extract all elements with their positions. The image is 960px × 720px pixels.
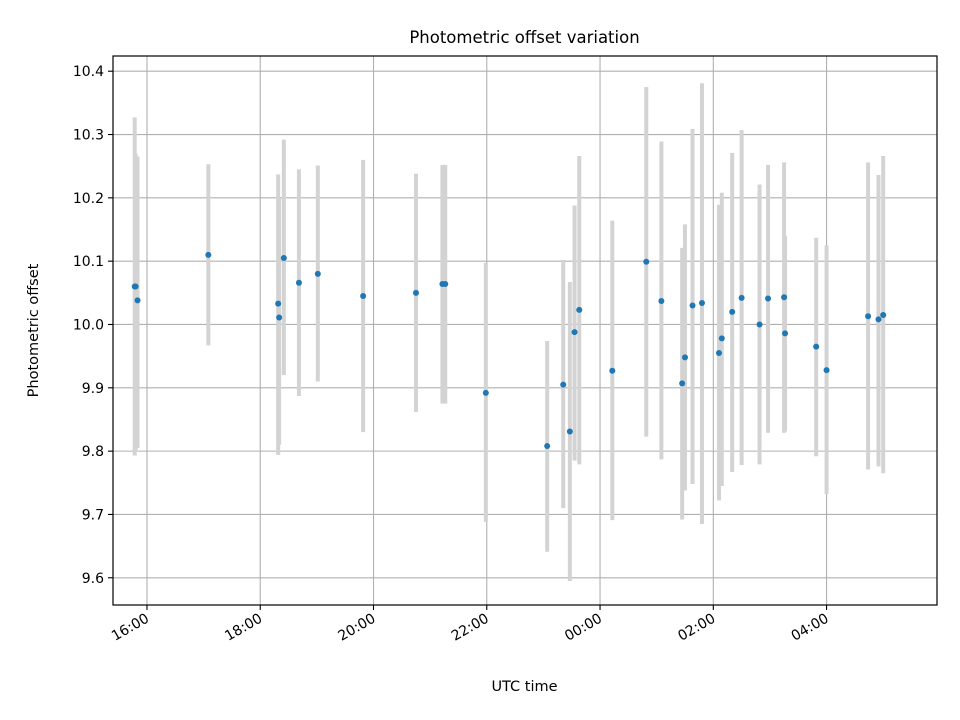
data-point <box>729 308 736 315</box>
data-point <box>782 330 789 337</box>
data-point <box>865 313 872 320</box>
data-point <box>718 335 725 342</box>
data-point <box>544 443 551 450</box>
data-point <box>765 295 772 302</box>
data-point <box>643 258 650 265</box>
data-point <box>609 367 616 374</box>
data-point <box>132 283 139 290</box>
data-point <box>295 279 302 286</box>
data-point <box>576 306 583 313</box>
data-point <box>823 367 830 374</box>
data-point <box>560 381 567 388</box>
data-point <box>275 300 282 307</box>
y-axis: 9.6 9.7 9.8 9.9 10.0 10.1 10.2 10.3 10.4 <box>73 64 113 587</box>
y-axis-label: Photometric offset <box>26 263 42 397</box>
data-point <box>412 289 419 296</box>
y-tick-label: 9.9 <box>82 381 104 397</box>
y-tick-label: 10.4 <box>73 64 104 80</box>
plot-frame <box>112 55 938 606</box>
data-point <box>813 343 820 350</box>
data-point <box>360 292 367 299</box>
chart-title: Photometric offset variation <box>409 28 639 47</box>
data-point <box>715 349 722 356</box>
data-point <box>482 389 489 396</box>
data-point <box>571 329 578 336</box>
y-tick-label: 10.2 <box>73 191 104 207</box>
data-point <box>756 321 763 328</box>
data-points <box>131 251 887 450</box>
data-point <box>875 316 882 323</box>
data-point <box>738 294 745 301</box>
y-tick-label: 9.8 <box>82 444 104 460</box>
data-point <box>442 280 449 287</box>
data-point <box>679 380 686 387</box>
data-point <box>658 298 665 305</box>
data-point <box>781 294 788 301</box>
data-point <box>681 354 688 361</box>
data-point <box>689 302 696 309</box>
data-point <box>134 297 141 304</box>
data-point <box>276 314 283 321</box>
data-point <box>880 311 887 318</box>
x-axis-label: UTC time <box>491 679 557 695</box>
y-tick-label: 9.6 <box>82 571 104 587</box>
grid <box>113 56 937 605</box>
data-point <box>314 270 321 277</box>
data-point <box>205 251 212 258</box>
y-tick-label: 10.0 <box>73 317 104 333</box>
y-tick-label: 10.1 <box>73 254 104 270</box>
data-point <box>280 254 287 261</box>
data-point <box>566 428 573 435</box>
y-tick-label: 10.3 <box>73 128 104 144</box>
y-tick-label: 9.7 <box>82 507 104 523</box>
data-point <box>698 299 705 306</box>
